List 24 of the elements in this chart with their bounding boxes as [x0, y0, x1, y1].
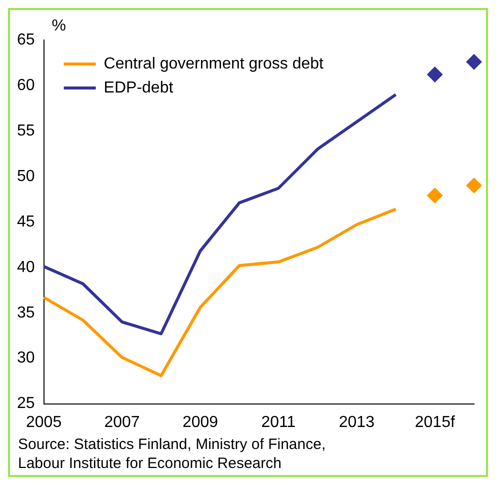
x-tick-label: 2011	[261, 414, 296, 431]
point	[426, 66, 443, 83]
y-tick-label: 55	[17, 122, 35, 140]
y-tick-label: 50	[17, 168, 35, 185]
y-axis-title: %	[52, 17, 66, 34]
y-tick-label: 60	[17, 76, 35, 94]
y-tick-label: 45	[17, 213, 35, 230]
x-tick-label: 2005	[26, 414, 62, 431]
legend-label: Central government gross debt	[104, 55, 324, 72]
y-tick-label: 30	[17, 350, 35, 367]
x-tick-label: 2009	[182, 414, 218, 431]
y-tick-label: 40	[17, 258, 35, 276]
y-tick-label: 25	[17, 395, 35, 412]
y-tick-label: 35	[17, 304, 35, 322]
x-tick-label: 2015f	[414, 414, 456, 431]
x-tick-label: 2013	[338, 414, 375, 431]
y-tick-label: 65	[17, 31, 35, 48]
legend-label: EDP-debt	[104, 79, 174, 96]
text: Labour Institute for Economic Research	[18, 454, 282, 473]
x-tick-label: 2007	[104, 414, 140, 431]
point	[466, 54, 482, 70]
point	[426, 188, 443, 204]
point	[466, 178, 482, 194]
source-note: Source: Statistics Finland, Ministry of Finance,	[18, 435, 327, 454]
